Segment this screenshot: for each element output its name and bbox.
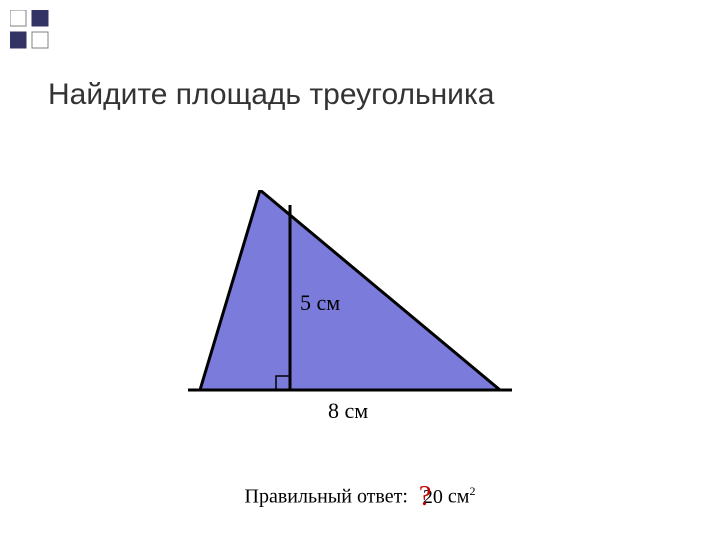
height-label: 5 см [300, 290, 340, 316]
triangle-svg [180, 190, 520, 420]
deco-sq-2 [10, 32, 26, 48]
answer-prefix: Правильный ответ: [245, 486, 408, 508]
answer-unit-sup: 2 [469, 484, 475, 498]
triangle-figure: 5 см 8 см [180, 190, 520, 420]
corner-decoration [10, 10, 50, 55]
answer-unit: см [448, 486, 470, 508]
deco-sq-0 [10, 10, 26, 26]
page-title: Найдите площадь треугольника [48, 78, 494, 112]
deco-sq-3 [32, 32, 48, 48]
deco-sq-1 [32, 10, 48, 26]
base-label: 8 см [328, 398, 368, 424]
triangle-shape [200, 190, 500, 390]
answer-line: Правильный ответ: 20 ? см2 [180, 484, 540, 509]
answer-overlay: 20 ? [423, 486, 443, 509]
decoration-svg [10, 10, 50, 50]
answer-question-mark: ? [419, 481, 431, 513]
